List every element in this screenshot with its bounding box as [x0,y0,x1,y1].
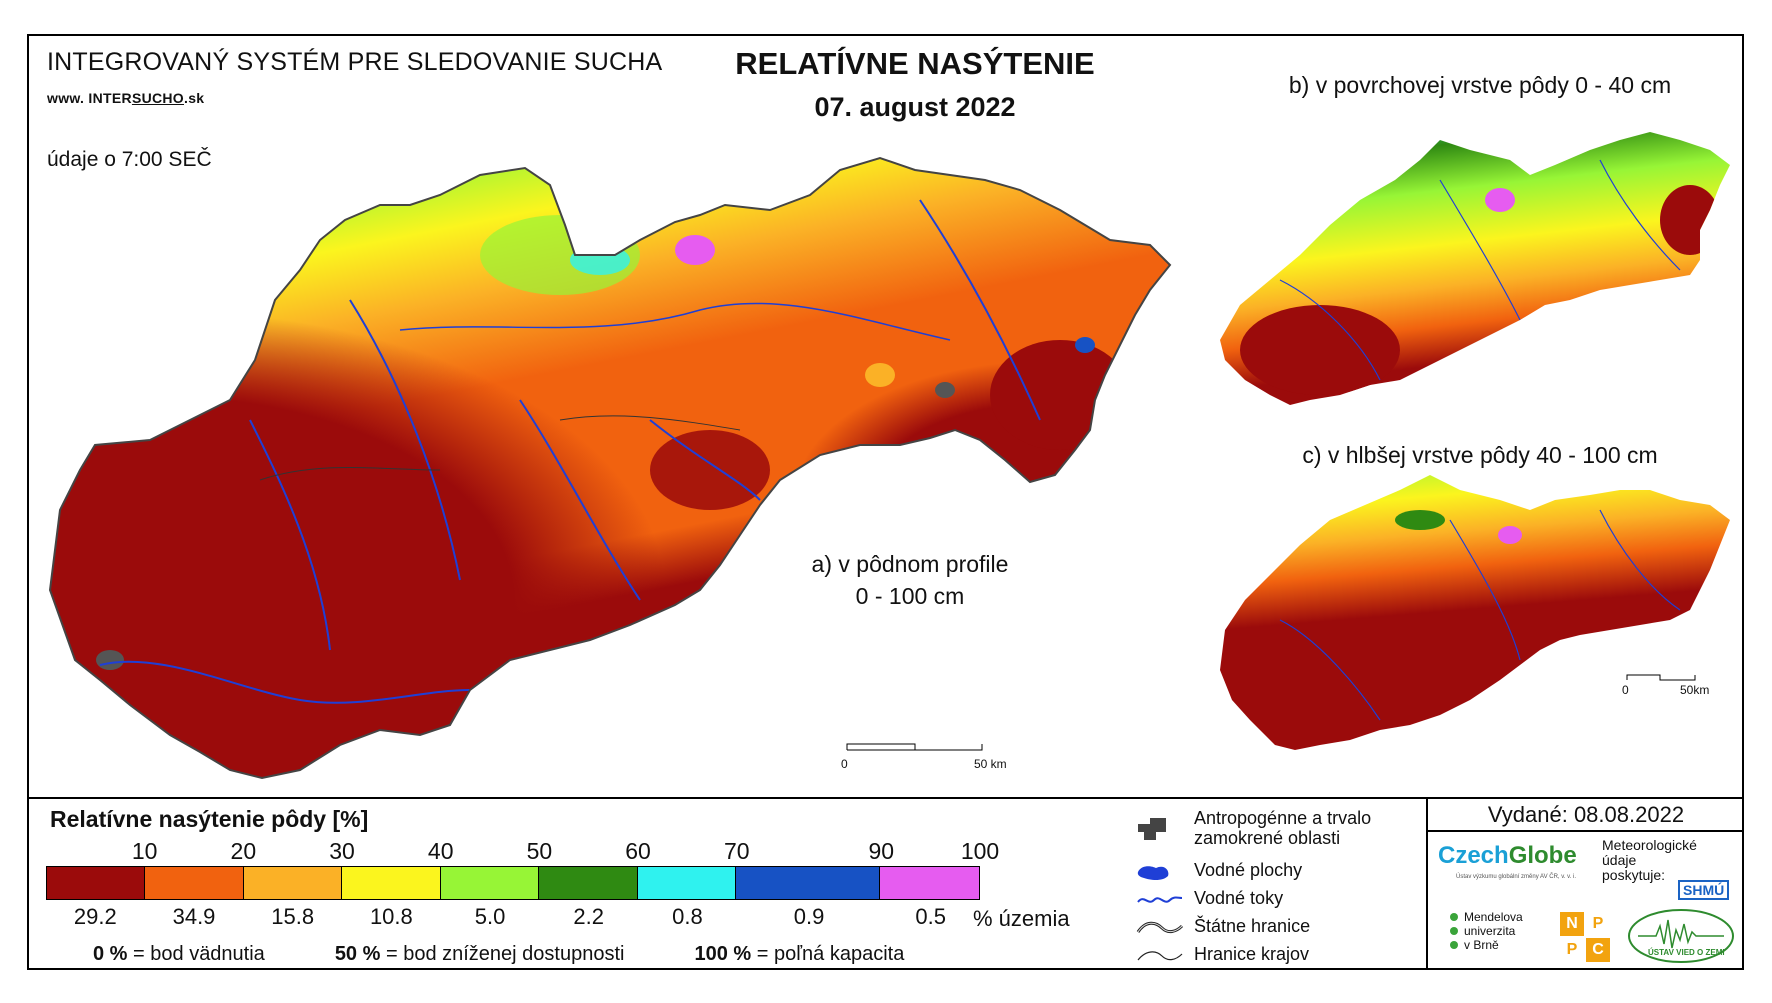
legend-tick-4: 50 [527,838,553,865]
legend-class-1 [145,867,243,899]
footnote-2-bold: 100 % [694,943,751,965]
footnote-1-bold: 50 % [335,943,381,965]
czechglobe-subtitle: Ústav výzkumu globální změny AV ČR, v. v… [1456,874,1576,880]
water-body-icon [1136,862,1172,882]
legend-percent-unit: % územia [973,906,1070,932]
issued-separator [1426,797,1428,970]
legend-class-0 [47,867,145,899]
legend-class-6 [638,867,736,899]
state-border-icon [1136,918,1184,938]
symbol-anthropogenic: Antropogénne a trvalo zamokrené oblasti [1136,808,1421,852]
legend-class-7 [736,867,880,899]
issued-date: Vydané: 08.08.2022 [1430,802,1742,828]
river-icon [1136,892,1184,908]
map-b-label: b) v povrchovej vrstve pôdy 0 - 40 cm [1230,72,1730,99]
map-c-label: c) v hlbšej vrstve pôdy 40 - 100 cm [1230,442,1730,469]
scale-a-end: 50 km [974,757,1007,771]
legend-tick-5: 60 [625,838,651,865]
scale-c-start: 0 [1622,683,1629,697]
legend-percent-4: 5.0 [475,904,506,930]
scale-bar-a [847,744,982,750]
map-a-label-line1: a) v pôdnom profile [760,548,1060,580]
issued-underline [1428,830,1744,832]
legend-percent-2: 15.8 [271,904,314,930]
nppc-logo: N P P C [1560,912,1610,962]
scale-bar-c [1627,675,1695,680]
czechglobe-logo: CzechGlobe [1438,842,1577,870]
map-a-label-line2: 0 - 100 cm [760,580,1060,612]
footnote-2-text: = poľná kapacita [751,943,904,965]
slovakia-maps [0,0,1772,800]
symbol-rivers: Vodné toky [1136,888,1421,912]
map-b-surface-layer [1215,125,1735,415]
legend-percent-0: 29.2 [74,904,117,930]
legend-tick-0: 10 [132,838,158,865]
legend-percent-1: 34.9 [173,904,216,930]
legend-percent-5: 2.2 [573,904,604,930]
legend-tick-8: 100 [961,838,999,865]
legend-percent-7: 0.9 [794,904,825,930]
legend-class-8 [880,867,978,899]
legend-class-3 [342,867,440,899]
map-a-profile [40,150,1180,790]
legend-class-2 [244,867,342,899]
legend-color-bar [46,866,980,900]
symbol-state-border: Štátne hranice [1136,916,1421,940]
legend-percent-8: 0.5 [915,904,946,930]
legend-tick-2: 30 [329,838,355,865]
legend-title: Relatívne nasýtenie pôdy [%] [50,806,368,833]
footnote-0-text: = bod vädnutia [127,943,264,965]
map-a-label: a) v pôdnom profile 0 - 100 cm [760,548,1060,612]
legend-class-4 [441,867,539,899]
footnote-1-text: = bod zníženej dostupnosti [380,943,624,965]
region-border-icon [1136,946,1184,966]
earth-science-institute-text: ÚSTAV VIED O ZEMI [1648,948,1725,957]
legend-ticks: 10 20 30 40 50 60 70 90 100 [46,838,980,864]
partner-logos: CzechGlobe Ústav výzkumu globální změny … [1430,834,1742,968]
legend-separator [27,797,1744,799]
legend-tick-1: 20 [231,838,257,865]
legend-tick-3: 40 [428,838,454,865]
legend-percent-3: 10.8 [370,904,413,930]
footnote-0-bold: 0 % [93,943,127,965]
symbol-water-bodies: Vodné plochy [1136,860,1421,884]
meteo-provider-text: Meteorologické údaje poskytuje: [1602,838,1682,883]
scale-a-start: 0 [841,757,848,771]
shmu-logo: SHMÚ [1678,880,1729,900]
legend-percent-6: 0.8 [672,904,703,930]
legend-footnotes: 0 % = bod vädnutia 50 % = bod zníženej do… [93,943,904,966]
map-c-deep-layer [1215,470,1735,755]
legend-tick-6: 70 [724,838,750,865]
legend-tick-7: 90 [869,838,895,865]
symbol-region-border: Hranice krajov [1136,944,1421,968]
scale-c-end: 50km [1680,683,1709,697]
mendel-university-logo: Mendelova univerzita v Brně [1450,910,1523,952]
anthropogenic-area-icon [1136,816,1170,842]
legend-class-5 [539,867,637,899]
legend-area-percents: 29.2 34.9 15.8 10.8 5.0 2.2 0.8 0.9 0.5 [46,904,980,930]
